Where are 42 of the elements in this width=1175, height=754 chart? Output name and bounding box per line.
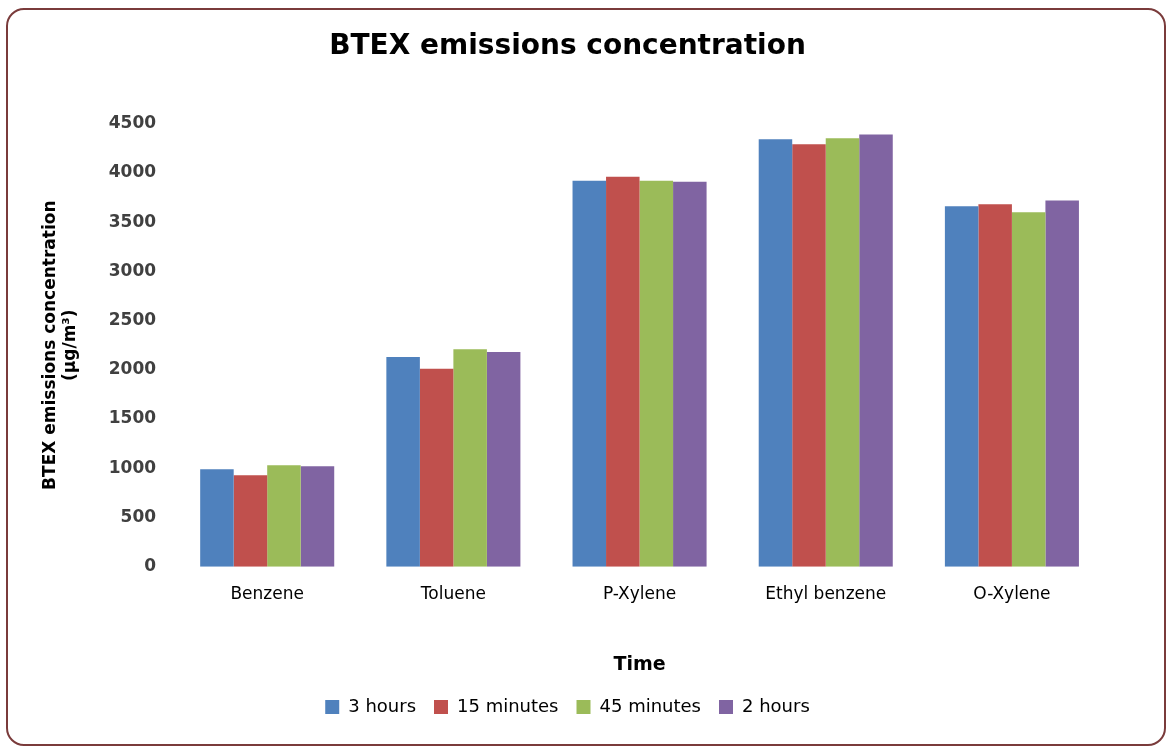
legend-label: 3 hours (348, 694, 417, 716)
x-axis-title: Time (613, 651, 666, 674)
y-tick-label: 500 (120, 505, 157, 526)
y-tick-label: 3000 (108, 259, 157, 280)
legend-label: 45 minutes (599, 694, 701, 716)
bar (486, 352, 521, 567)
y-tick-label: 0 (144, 555, 157, 576)
bar (453, 349, 487, 567)
y-tick-label: 1500 (108, 407, 157, 428)
y-tick-label: 2000 (108, 358, 157, 379)
y-tick-label: 3500 (108, 210, 157, 231)
x-tick-label: Ethyl benzene (765, 583, 887, 604)
bar (572, 180, 607, 567)
y-tick-label: 2500 (108, 309, 157, 329)
y-axis-title: BTEX emissions concentration (µg/m³) (38, 200, 80, 490)
bar (606, 176, 640, 567)
bar (233, 475, 268, 567)
bar (978, 204, 1012, 567)
bar (825, 138, 860, 567)
y-tick-label: 4000 (108, 161, 157, 182)
legend-label: 2 hours (741, 694, 810, 716)
bar (758, 139, 793, 567)
x-tick-label: Benzene (230, 583, 304, 604)
x-tick-label: O-Xylene (973, 583, 1051, 604)
bar (419, 368, 454, 567)
bar (300, 466, 335, 567)
bar (386, 357, 420, 567)
bar (200, 469, 234, 567)
bar (859, 134, 893, 567)
legend-label: 15 minutes (457, 694, 559, 716)
bar (639, 180, 674, 567)
bar (944, 206, 979, 567)
bar (792, 144, 826, 567)
y-tick-label: 4500 (108, 112, 157, 133)
y-tick-label: 1000 (108, 456, 157, 477)
x-tick-label: Toluene (419, 583, 486, 604)
bar (267, 465, 301, 567)
chart-title: BTEX emissions concentration (329, 28, 806, 62)
x-tick-label: P-Xylene (602, 583, 677, 604)
bar (1011, 212, 1046, 567)
bar (673, 181, 707, 567)
bar (1045, 200, 1079, 567)
